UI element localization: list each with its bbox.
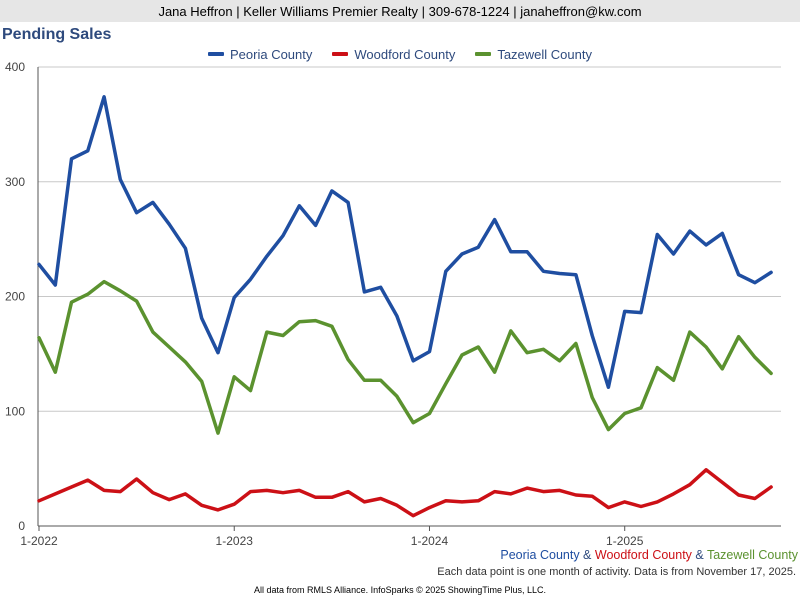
caption-peoria: Peoria County <box>500 548 580 562</box>
x-tick-label-3: 1-2025 <box>606 534 644 548</box>
caption-woodford: Woodford County <box>594 548 692 562</box>
legend-label-tazewell: Tazewell County <box>497 46 592 62</box>
y-tick-label-300: 300 <box>5 175 25 189</box>
x-tick-label-1: 1-2023 <box>216 534 254 548</box>
legend-label-peoria: Peoria County <box>230 46 313 62</box>
legend-swatch-peoria <box>208 52 224 56</box>
chart-title: Pending Sales <box>2 26 112 43</box>
legend-swatch-woodford <box>332 52 349 56</box>
agent-contact-text: Jana Heffron | Keller Williams Premier R… <box>158 3 642 19</box>
caption-tazewell: Tazewell County <box>706 548 798 562</box>
legend-item-woodford[interactable]: Woodford County <box>332 45 455 63</box>
y-tick-label-100: 100 <box>5 404 25 418</box>
series-line-tazewell <box>37 279 773 435</box>
chart-legend: Peoria County Woodford County Tazewell C… <box>0 45 800 63</box>
y-tick-label-0: 0 <box>18 519 25 533</box>
header-bar: Jana Heffron | Keller Williams Premier R… <box>0 0 800 22</box>
x-tick-label-0: 1-2022 <box>20 534 58 548</box>
footer-attribution: All data from RMLS Alliance. InfoSparks … <box>254 585 546 595</box>
legend-swatch-tazewell <box>475 52 492 56</box>
series-line-woodford <box>37 468 773 518</box>
legend-item-peoria[interactable]: Peoria County <box>208 45 312 63</box>
legend-label-woodford: Woodford County <box>354 46 456 62</box>
series-line-peoria <box>37 95 773 389</box>
y-tick-label-400: 400 <box>5 60 25 74</box>
caption-amp-1: & <box>579 548 595 562</box>
legend-item-tazewell[interactable]: Tazewell County <box>475 45 592 63</box>
data-note: Each data point is one month of activity… <box>437 566 796 578</box>
caption-amp-2: & <box>691 548 707 562</box>
x-tick-label-2: 1-2024 <box>411 534 449 548</box>
y-tick-label-200: 200 <box>5 290 25 304</box>
counties-caption: Peoria County & Woodford County & Tazewe… <box>500 548 798 562</box>
